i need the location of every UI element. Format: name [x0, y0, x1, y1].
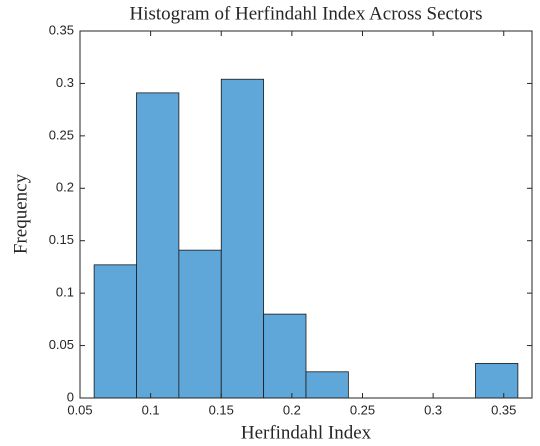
y-tick-label: 0.2: [56, 180, 74, 195]
bar: [93, 264, 137, 399]
bar: [305, 371, 349, 399]
plot-area: 00.050.10.150.20.250.30.350.05 0.1 0.15 0.2…: [49, 22, 532, 417]
x-tick-label: 0.3: [424, 402, 442, 417]
x-tick-label: 0.1: [142, 402, 160, 417]
y-tick-label: 0.05: [49, 337, 74, 352]
bar: [220, 78, 265, 399]
bar: [136, 92, 180, 399]
bar: [178, 249, 222, 399]
bar: [475, 362, 519, 399]
y-tick-label: 0.35: [49, 22, 74, 37]
chart-title: Histogram of Herfindahl Index Across Sec…: [129, 3, 482, 24]
y-tick-label: 0.1: [56, 285, 74, 300]
x-axis-label: Herfindahl Index: [241, 422, 372, 443]
x-tick-label: 0.05: [67, 402, 92, 417]
axes-box: [79, 30, 533, 399]
x-tick-label: 0.2: [283, 402, 301, 417]
y-tick-label: 0: [67, 389, 74, 404]
x-tick-label: 0.25: [350, 402, 375, 417]
bar: [263, 313, 307, 399]
y-axis-label: Frequency: [10, 173, 31, 254]
x-tick-label: 0.35: [491, 402, 516, 417]
y-tick-label: 0.3: [56, 75, 74, 90]
x-tick-label: 0.15: [209, 402, 234, 417]
y-tick-label: 0.25: [49, 127, 74, 142]
y-tick-label: 0.15: [49, 232, 74, 247]
